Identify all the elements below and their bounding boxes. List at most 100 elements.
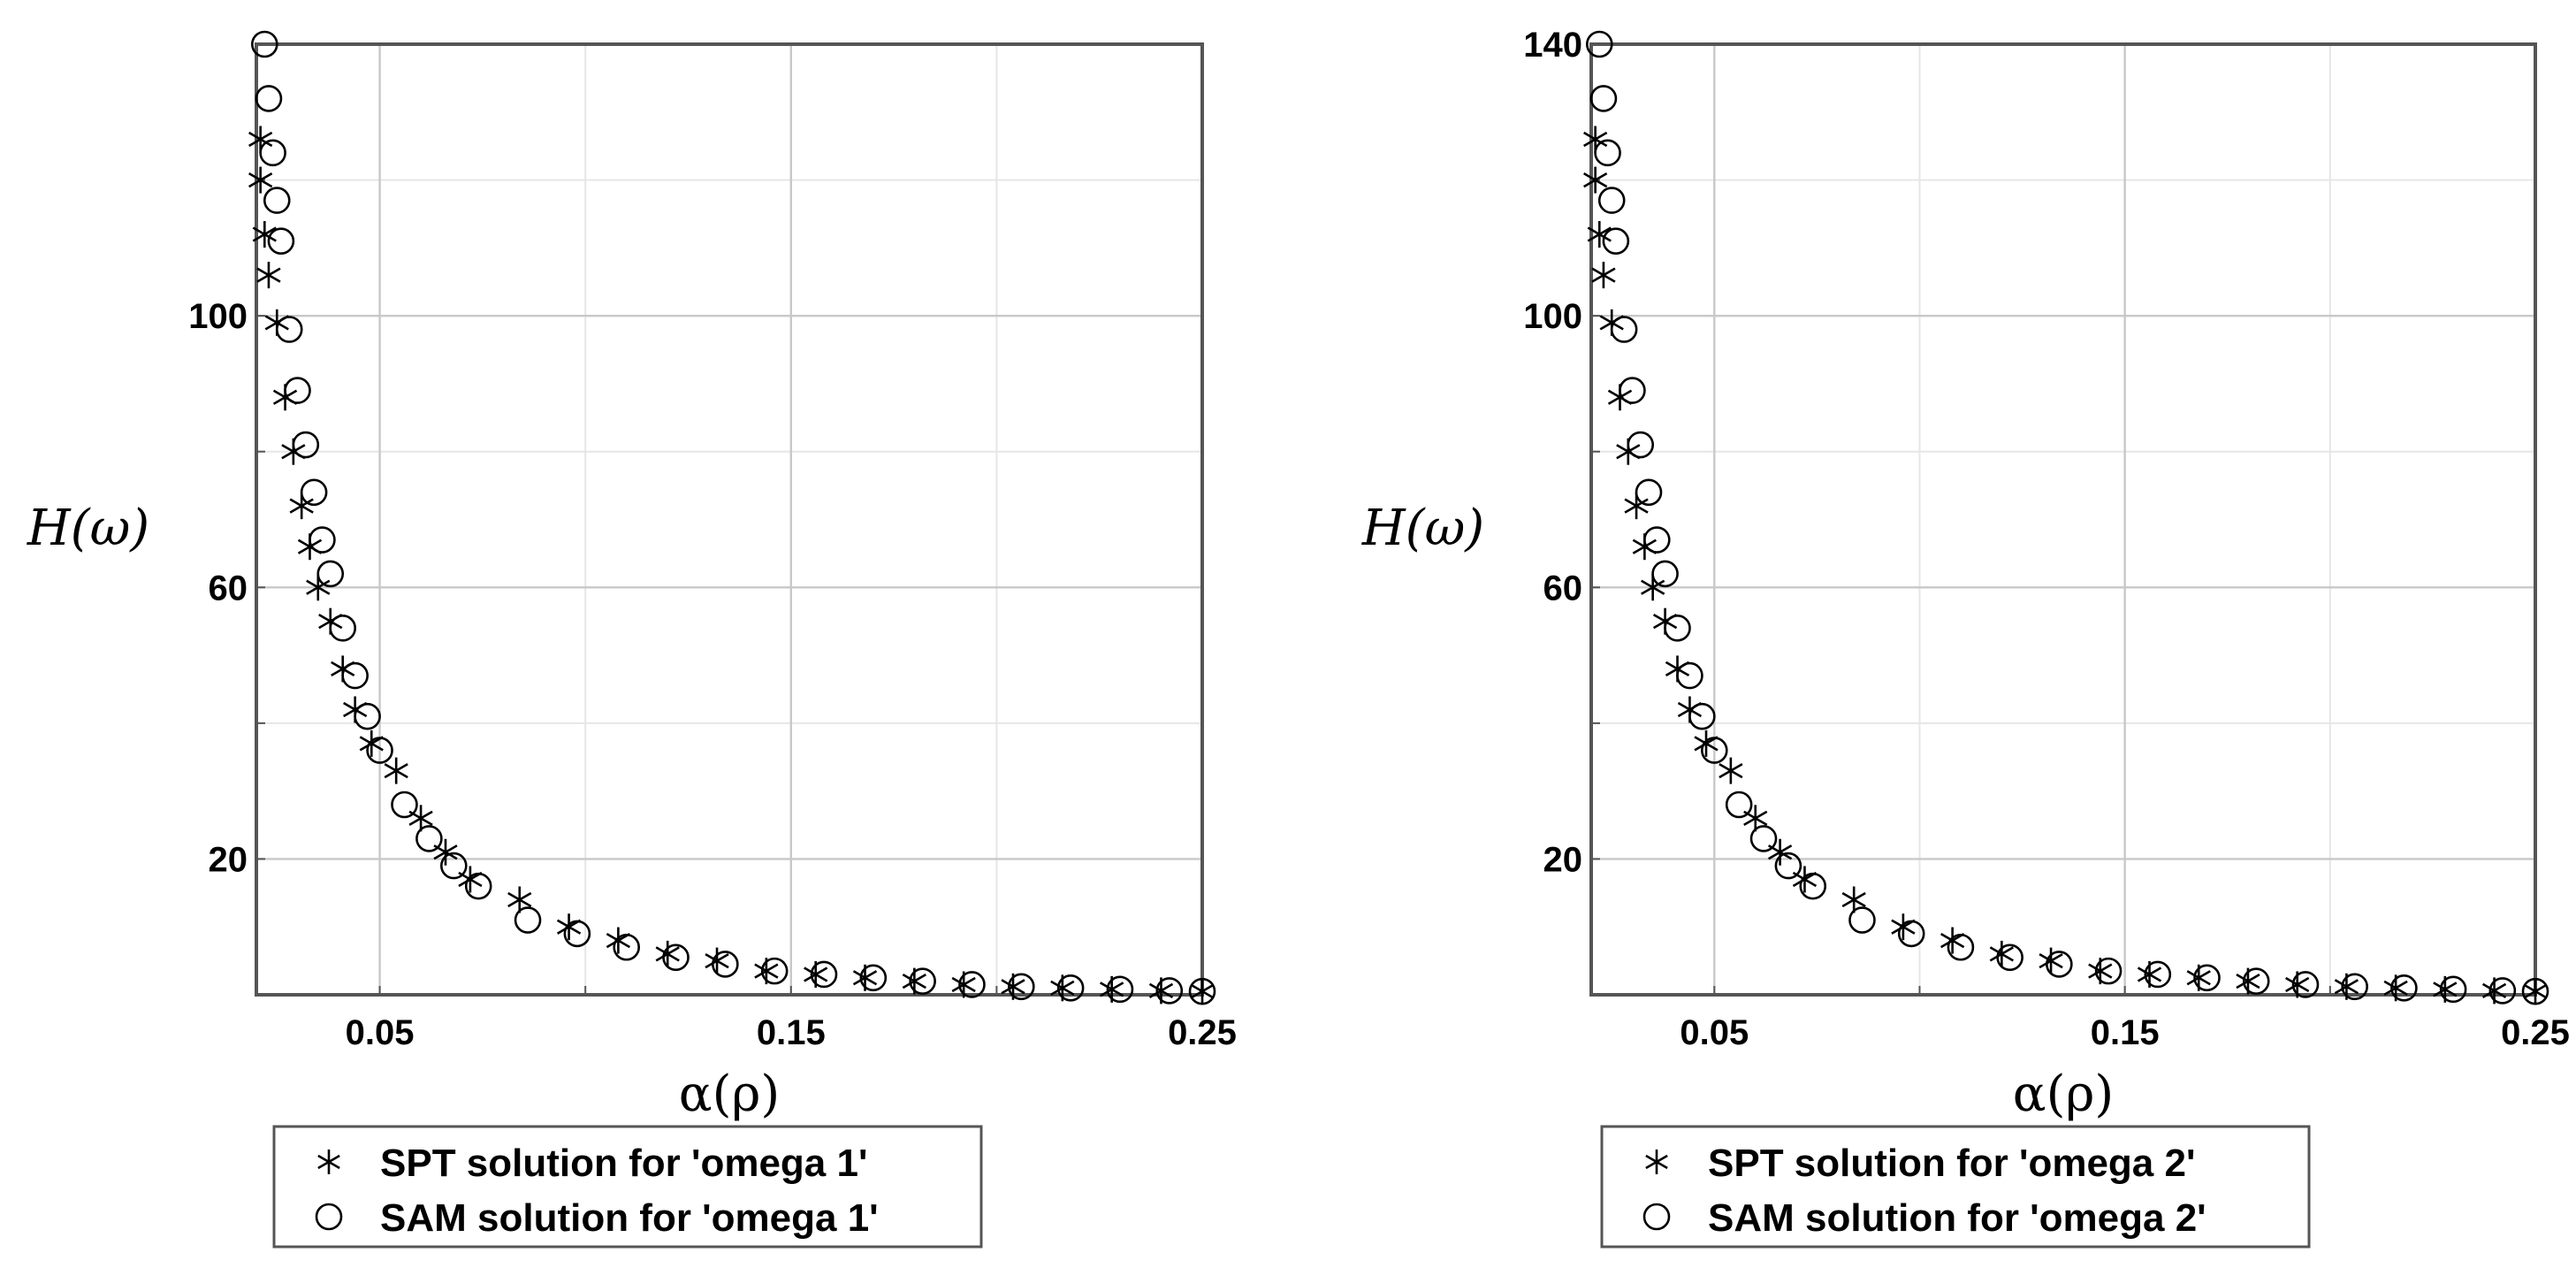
sam-point bbox=[712, 951, 739, 978]
sam-point bbox=[1635, 478, 1663, 507]
y-axis-title: H(ω) bbox=[27, 500, 149, 557]
spt-point-stroke bbox=[1001, 979, 1025, 995]
sam-point bbox=[1799, 872, 1827, 900]
sam-point bbox=[859, 964, 888, 992]
sam-point bbox=[267, 227, 295, 255]
legend-star-icon bbox=[317, 1150, 340, 1174]
spt-point-stroke bbox=[804, 966, 828, 982]
chart-omega-2: 0.05 0.15 0.25 20 60 100 140 α(ρ) H(ω) SPT soluti… bbox=[1361, 26, 2570, 1249]
spt-point-stroke bbox=[1587, 226, 1612, 242]
spt-point-stroke bbox=[1665, 661, 1690, 677]
sam-point bbox=[613, 933, 640, 961]
spt-point bbox=[507, 886, 532, 913]
spt-point-stroke bbox=[902, 974, 926, 989]
spt-point-stroke bbox=[1583, 172, 1608, 188]
sam-point bbox=[1897, 920, 1925, 948]
sam-point bbox=[909, 967, 936, 995]
spt-point-stroke bbox=[1719, 762, 1743, 779]
sam-point bbox=[284, 377, 311, 404]
spt-point bbox=[1940, 927, 1965, 954]
sam-point bbox=[1610, 316, 1638, 343]
spt-point bbox=[2039, 947, 2063, 974]
spt-point-stroke bbox=[264, 315, 289, 331]
spt-point-stroke bbox=[1940, 932, 1965, 949]
sam-point bbox=[2390, 974, 2418, 1002]
spt-point-stroke bbox=[318, 614, 343, 630]
sam-point bbox=[514, 906, 542, 934]
y-tick-label: 20 bbox=[209, 840, 248, 879]
sam-point bbox=[329, 615, 356, 642]
spt-point-stroke bbox=[343, 701, 368, 718]
spt-point-stroke bbox=[1583, 131, 1608, 148]
spt-point-stroke bbox=[2186, 970, 2211, 986]
legend-star-icon bbox=[1645, 1150, 1668, 1174]
spt-point bbox=[1989, 940, 2014, 967]
sam-point bbox=[1688, 702, 1716, 730]
sam-point bbox=[810, 960, 838, 989]
sam-point bbox=[1188, 977, 1216, 1005]
spt-point-stroke bbox=[754, 963, 779, 979]
sam-point bbox=[563, 920, 591, 948]
x-tick-label: 0.15 bbox=[2091, 1013, 2160, 1052]
spt-point-stroke bbox=[2334, 979, 2359, 995]
legend-label: SPT solution for 'omega 1' bbox=[380, 1142, 867, 1185]
sam-point bbox=[2144, 960, 2172, 989]
y-tick-label: 100 bbox=[188, 297, 248, 336]
sam-point bbox=[760, 957, 789, 985]
spt-point-stroke bbox=[1624, 498, 1649, 514]
spt-point-stroke bbox=[1891, 919, 1916, 935]
spt-point-stroke bbox=[256, 267, 281, 283]
legend-star-icon-stroke bbox=[1645, 1154, 1668, 1170]
spt-point bbox=[1719, 757, 1743, 784]
x-axis-title: α(ρ) bbox=[2013, 1066, 2114, 1123]
sam-point bbox=[1594, 139, 1621, 167]
spt-point-stroke bbox=[1190, 983, 1215, 999]
sam-point bbox=[1848, 906, 1876, 934]
spt-point-stroke bbox=[248, 131, 273, 148]
y-tick-label: 60 bbox=[1543, 569, 1583, 607]
sam-point bbox=[316, 560, 345, 588]
sam-point bbox=[300, 478, 328, 507]
y-tick-label: 140 bbox=[1523, 26, 1582, 65]
x-tick-label: 0.25 bbox=[2501, 1013, 2570, 1052]
spt-point bbox=[2523, 978, 2548, 1005]
x-axis-title: α(ρ) bbox=[679, 1066, 780, 1123]
spt-point-stroke bbox=[1841, 891, 1866, 908]
spt-point-stroke bbox=[2137, 966, 2162, 982]
sam-point bbox=[275, 316, 303, 343]
sam-point bbox=[1996, 943, 2023, 972]
sam-point bbox=[2341, 973, 2368, 1001]
legend-label: SAM solution for 'omega 1' bbox=[380, 1196, 879, 1240]
spt-point-stroke bbox=[606, 932, 631, 949]
sam-point bbox=[259, 139, 286, 167]
spt-point bbox=[606, 927, 631, 954]
spt-point-stroke bbox=[2523, 983, 2548, 999]
sam-point bbox=[251, 30, 278, 58]
sam-point bbox=[1749, 825, 1778, 852]
sam-point bbox=[2488, 977, 2517, 1004]
plot-area bbox=[1591, 44, 2535, 995]
sam-point bbox=[440, 852, 468, 880]
sam-point bbox=[1597, 187, 1626, 214]
sam-point bbox=[1627, 431, 1655, 459]
spt-point-stroke bbox=[852, 970, 878, 986]
spt-point-stroke bbox=[1591, 267, 1616, 283]
x-tick-label: 0.05 bbox=[346, 1013, 415, 1052]
sam-point bbox=[1642, 526, 1671, 554]
plot-frame bbox=[1589, 42, 2537, 997]
spt-point bbox=[1190, 978, 1215, 1005]
sam-point bbox=[2291, 971, 2320, 998]
x-tick-label: 0.25 bbox=[1168, 1013, 1237, 1052]
y-tick-label: 100 bbox=[1523, 297, 1582, 336]
spt-point-stroke bbox=[655, 946, 680, 962]
legend: SPT solution for 'omega 1' SAM solution f… bbox=[272, 1125, 983, 1249]
spt-point-stroke bbox=[951, 976, 976, 993]
series-sam bbox=[251, 30, 1216, 1005]
spt-point-stroke bbox=[1100, 982, 1124, 997]
spt-point-stroke bbox=[289, 498, 314, 514]
legend-label: SAM solution for 'omega 2' bbox=[1708, 1196, 2206, 1240]
spt-point-stroke bbox=[2039, 952, 2063, 969]
spt-point-stroke bbox=[1694, 736, 1719, 752]
spt-point bbox=[256, 262, 281, 289]
sam-point bbox=[2242, 967, 2270, 995]
